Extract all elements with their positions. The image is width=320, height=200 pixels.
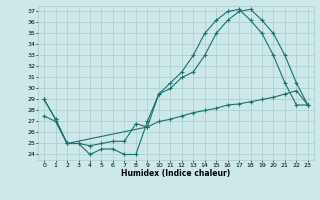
X-axis label: Humidex (Indice chaleur): Humidex (Indice chaleur)	[121, 169, 231, 178]
